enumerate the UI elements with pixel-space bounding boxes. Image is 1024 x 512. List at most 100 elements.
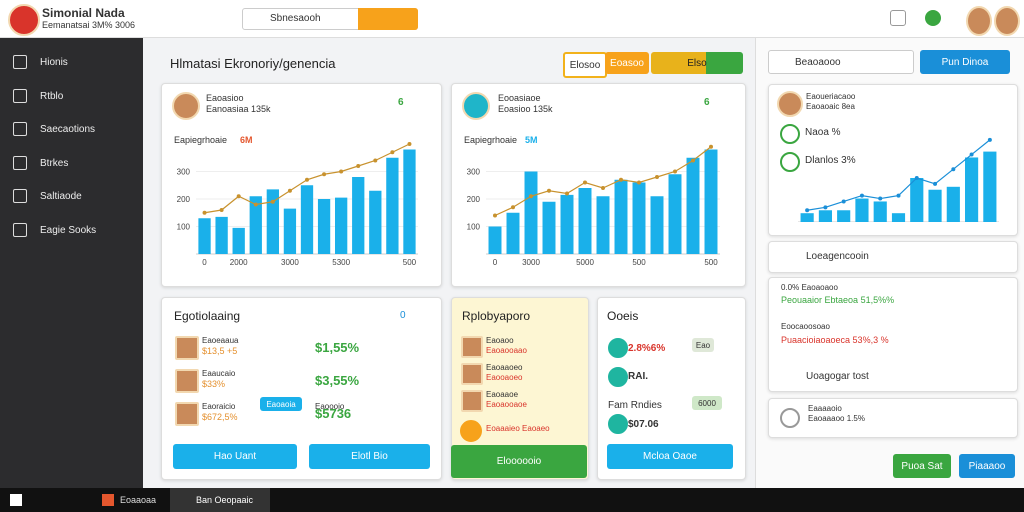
bar [506, 212, 520, 254]
app-icon[interactable] [102, 494, 114, 506]
nav-icon[interactable] [13, 55, 27, 69]
start-button[interactable] [10, 494, 22, 506]
row-sub: Eaoaooaoe [486, 400, 527, 409]
icon[interactable] [925, 10, 941, 26]
bar [352, 177, 365, 254]
profile-sub: Eaoaoaic 8ea [806, 102, 855, 111]
button[interactable]: Mcloa Oaoe [607, 444, 733, 469]
bar [686, 157, 700, 254]
bar [403, 149, 416, 254]
profile-name: Eaoueriacaoo [806, 92, 856, 101]
search-text: Beaoaooo [795, 57, 841, 68]
icon [780, 152, 800, 172]
bar [983, 151, 997, 222]
card-title: Ooeis [607, 309, 639, 323]
line-point [805, 208, 810, 213]
line-point [322, 172, 327, 177]
line-point [390, 150, 395, 155]
x-tick-label: 500 [704, 258, 718, 267]
line-point [601, 186, 605, 190]
bar [800, 213, 814, 222]
bar [542, 201, 556, 254]
button[interactable]: Puoa Sat [893, 454, 951, 478]
bar [283, 208, 297, 254]
tab[interactable]: Eoasoo [605, 52, 649, 74]
top-bar [0, 0, 1024, 38]
tab[interactable]: Elosoo [563, 52, 607, 78]
y-tick-label: 300 [177, 168, 191, 177]
button[interactable]: Pun Dinoa [920, 50, 1010, 74]
line-point [407, 142, 412, 146]
line-point [969, 152, 974, 157]
user-name: Eaoasioo [206, 93, 244, 103]
chart-caption-value: 5M [525, 135, 538, 145]
button[interactable]: Hao Uant [173, 444, 297, 469]
row-name: Eaaucaio [202, 369, 236, 378]
toggle[interactable]: 6 [398, 97, 404, 108]
avatar [175, 336, 199, 360]
button[interactable]: Elotl Bio [309, 444, 430, 469]
y-tick-label: 100 [467, 223, 481, 232]
avatar[interactable] [966, 6, 992, 36]
x-tick-label: 2000 [230, 258, 248, 267]
line-point [583, 180, 587, 185]
row-sub: Eaoaooaao [486, 346, 527, 355]
bar [215, 216, 228, 254]
icon[interactable] [890, 10, 906, 26]
line-point [951, 167, 956, 172]
nav-item[interactable]: Rtblo [40, 90, 64, 102]
x-tick-label: 5300 [332, 258, 350, 267]
search-box[interactable] [768, 50, 914, 74]
nav-icon[interactable] [13, 122, 27, 136]
nav-item[interactable]: Saecaotions [40, 124, 96, 135]
row-text: Eaaaaoio [808, 404, 842, 413]
bar [317, 199, 331, 254]
avatar [461, 363, 483, 385]
button[interactable]: Eloooooio [451, 445, 587, 478]
bar [232, 227, 245, 254]
row-text: Eaoaaaoo 1.5% [808, 414, 865, 423]
bar [946, 186, 960, 222]
taskbar-item[interactable]: Ban Oeopaaic [196, 495, 254, 505]
nav-icon[interactable] [13, 155, 27, 170]
highlight: Eoaaaieo Eaoaeo [486, 424, 550, 433]
toggle[interactable]: 6 [704, 97, 710, 108]
app-title: Simonial Nada [42, 6, 125, 20]
card-title: Rplobyaporo [462, 309, 531, 323]
taskbar-item[interactable]: Eoaaoaa [120, 495, 157, 505]
search-button[interactable] [358, 8, 418, 30]
nav-item[interactable]: Btrkes [40, 157, 69, 169]
row-name: Eaoaaoeo [486, 363, 523, 372]
stat: Naoa % [805, 127, 841, 138]
tab[interactable]: Elso [651, 52, 743, 74]
bar [928, 189, 942, 222]
nav-item[interactable]: Hionis [40, 57, 68, 68]
line-point [878, 196, 883, 201]
bar [335, 197, 348, 254]
row-text: Eoocaoosoao [781, 322, 830, 331]
nav-icon[interactable] [13, 88, 27, 103]
y-tick-label: 200 [177, 195, 191, 204]
user-name: Eooasiaoe [498, 93, 541, 103]
row-card[interactable] [768, 398, 1018, 438]
avatar [175, 402, 199, 426]
line-point [655, 175, 659, 179]
row-label: Fam Rndies [608, 400, 662, 411]
toggle[interactable]: 0 [400, 310, 406, 321]
nav-icon[interactable] [13, 222, 27, 237]
user-sub: Eoasioo 135k [498, 104, 553, 114]
bar [818, 210, 832, 222]
nav-item[interactable]: Eagie Sooks [40, 224, 97, 236]
avatar[interactable] [994, 6, 1020, 36]
tag: 6000 [692, 396, 722, 410]
button[interactable]: Piaaaoo [959, 454, 1015, 478]
icon [608, 414, 628, 434]
nav-item[interactable]: Saltiaode [40, 191, 82, 202]
search-text: Sbnesaooh [270, 13, 321, 24]
row-card[interactable] [768, 241, 1018, 273]
nav-icon[interactable] [13, 189, 27, 203]
row-sub: $33% [202, 379, 226, 389]
avatar [175, 369, 199, 393]
